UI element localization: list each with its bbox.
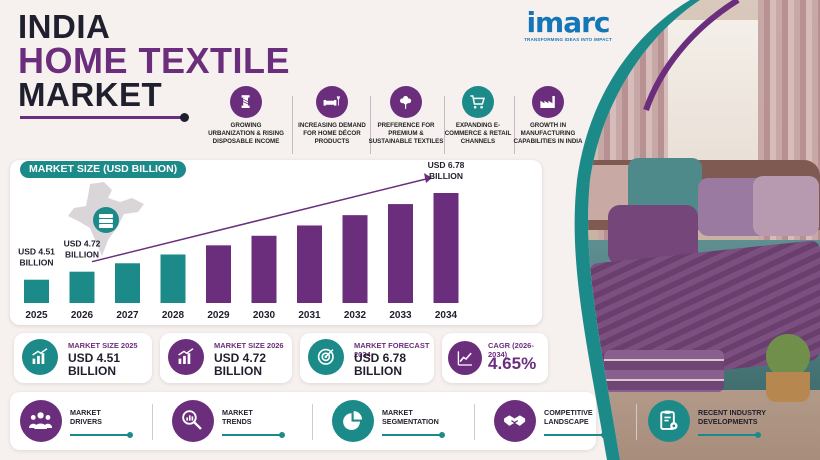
menu-underline bbox=[544, 432, 607, 438]
x-tick-label: 2033 bbox=[389, 310, 412, 321]
driver-manufacturing: GROWTH IN MANUFACTURING CAPABILITIES IN … bbox=[510, 86, 586, 146]
title-line-1: INDIA bbox=[18, 8, 111, 45]
logo-name: imarc bbox=[526, 6, 610, 39]
bar-2027 bbox=[115, 263, 140, 303]
cotton-flower-icon bbox=[390, 86, 422, 118]
menu-underline bbox=[222, 432, 285, 438]
bar-2030 bbox=[251, 235, 277, 303]
menu-market-trends[interactable]: MARKET TRENDS bbox=[172, 398, 292, 444]
menu-underline bbox=[382, 432, 445, 438]
bar-2033 bbox=[388, 204, 413, 303]
driver-ecommerce: EXPANDING E-COMMERCE & RETAIL CHANNELS bbox=[440, 86, 516, 146]
divider bbox=[636, 404, 637, 440]
trend-arrow-line bbox=[91, 178, 427, 263]
stat-value: USD 6.78 BILLION bbox=[354, 351, 407, 378]
handshake-icon bbox=[494, 400, 536, 442]
menu-market-segmentation[interactable]: MARKET SEGMENTATION bbox=[332, 398, 472, 444]
bar-2026 bbox=[69, 271, 95, 303]
factory-icon bbox=[532, 86, 564, 118]
growth-chart-icon bbox=[448, 341, 482, 375]
x-tick-label: 2026 bbox=[71, 310, 94, 321]
x-tick-label: 2027 bbox=[116, 310, 139, 321]
magnifier-chart-icon bbox=[172, 400, 214, 442]
people-group-icon bbox=[20, 400, 62, 442]
cagr-value: 4.65% bbox=[488, 354, 537, 373]
menu-market-drivers[interactable]: MARKET DRIVERS bbox=[20, 398, 140, 444]
driver-label: INCREASING DEMAND FOR HOME DÉCOR PRODUCT… bbox=[298, 122, 366, 145]
bar-chart-up-icon bbox=[22, 339, 58, 375]
bar-2034 bbox=[433, 193, 459, 303]
pillow bbox=[753, 176, 819, 236]
driver-urbanization: GROWING URBANIZATION & RISING DISPOSABLE… bbox=[208, 86, 284, 146]
market-size-bar-chart: 2025 2026 2027 2028 2029 2030 2031 2032 2033 2034… bbox=[18, 160, 465, 321]
bar-2031 bbox=[297, 225, 322, 303]
stat-market-size-2026: MARKET SIZE 2026 USD 4.72 BILLION bbox=[160, 333, 292, 383]
menu-label: MARKET SEGMENTATION bbox=[382, 408, 439, 426]
divider bbox=[152, 404, 153, 440]
menu-recent-developments[interactable]: RECENT INDUSTRY DEVELOPMENTS bbox=[648, 398, 788, 444]
driver-label: PREFERENCE FOR PREMIUM & SUSTAINABLE TEX… bbox=[368, 122, 444, 145]
stat-value: USD 4.72 BILLION bbox=[214, 351, 267, 378]
data-label-2034: USD 6.78 BILLION bbox=[428, 160, 465, 181]
stat-market-forecast-2034: MARKET FORECAST 2034 USD 6.78 BILLION bbox=[300, 333, 434, 383]
thread-spool-icon bbox=[230, 86, 262, 118]
x-tick-label: 2025 bbox=[25, 310, 48, 321]
stat-label: MARKET SIZE 2025 bbox=[68, 341, 138, 350]
chart-title: MARKET SIZE (USD BILLION) bbox=[20, 161, 187, 178]
title-underline-dot bbox=[180, 113, 189, 122]
data-label-2026: USD 4.72 BILLION bbox=[64, 239, 101, 260]
x-tick-label: 2034 bbox=[435, 310, 458, 321]
x-tick-label: 2029 bbox=[207, 310, 230, 321]
x-tick-label: 2030 bbox=[253, 310, 276, 321]
bar-2029 bbox=[206, 245, 231, 303]
menu-label: RECENT INDUSTRY DEVELOPMENTS bbox=[698, 408, 767, 426]
sofa-lamp-icon bbox=[316, 86, 348, 118]
menu-label: COMPETITIVE LANDSCAPE bbox=[544, 408, 593, 426]
logo-tagline: TRANSFORMING IDEAS INTO IMPACT bbox=[524, 37, 612, 42]
target-icon bbox=[308, 339, 344, 375]
stat-value: USD 4.51 BILLION bbox=[68, 351, 121, 378]
bar-2025 bbox=[24, 279, 49, 303]
divider bbox=[474, 404, 475, 440]
driver-home-decor: INCREASING DEMAND FOR HOME DÉCOR PRODUCT… bbox=[294, 86, 370, 146]
divider bbox=[312, 404, 313, 440]
driver-label: EXPANDING E-COMMERCE & RETAIL CHANNELS bbox=[444, 122, 512, 145]
divider bbox=[370, 96, 371, 154]
divider bbox=[292, 96, 293, 154]
driver-label: GROWTH IN MANUFACTURING CAPABILITIES IN … bbox=[513, 122, 583, 145]
driver-label: GROWING URBANIZATION & RISING DISPOSABLE… bbox=[208, 122, 284, 145]
stat-market-size-2025: MARKET SIZE 2025 USD 4.51 BILLION bbox=[14, 333, 152, 383]
clipboard-gear-icon bbox=[648, 400, 690, 442]
stat-cagr: CAGR (2026-2034) 4.65% bbox=[442, 333, 548, 383]
trend-arrow-head bbox=[424, 173, 432, 183]
title-line-2: HOME TEXTILE bbox=[18, 40, 291, 81]
pie-chart-icon bbox=[332, 400, 374, 442]
stat-label: MARKET SIZE 2026 bbox=[214, 341, 284, 350]
stat-label: CAGR (2026-2034) bbox=[488, 341, 534, 359]
bar-2032 bbox=[342, 215, 368, 303]
divider bbox=[444, 96, 445, 154]
bedroom-photo bbox=[548, 0, 820, 460]
menu-underline bbox=[698, 432, 761, 438]
bar-chart-up-icon bbox=[168, 339, 204, 375]
bar-2028 bbox=[160, 254, 186, 303]
menu-label: MARKET DRIVERS bbox=[70, 408, 102, 426]
plant-pot bbox=[766, 372, 810, 402]
title-underline bbox=[20, 116, 182, 119]
menu-underline bbox=[70, 432, 133, 438]
shopping-cart-icon bbox=[462, 86, 494, 118]
x-tick-label: 2028 bbox=[162, 310, 185, 321]
stat-label: MARKET FORECAST 2034 bbox=[354, 341, 430, 359]
title-line-3: MARKET bbox=[18, 76, 163, 113]
folded-textiles bbox=[604, 350, 724, 392]
x-tick-label: 2032 bbox=[344, 310, 367, 321]
menu-competitive-landscape[interactable]: COMPETITIVE LANDSCAPE bbox=[494, 398, 614, 444]
x-tick-label: 2031 bbox=[298, 310, 321, 321]
india-map-icon bbox=[68, 182, 144, 256]
imarc-logo: imarc TRANSFORMING IDEAS INTO IMPACT bbox=[520, 6, 616, 42]
driver-premium-textiles: PREFERENCE FOR PREMIUM & SUSTAINABLE TEX… bbox=[368, 86, 444, 146]
data-label-2025: USD 4.51 BILLION bbox=[18, 247, 55, 268]
menu-label: MARKET TRENDS bbox=[222, 408, 253, 426]
divider bbox=[514, 96, 515, 154]
